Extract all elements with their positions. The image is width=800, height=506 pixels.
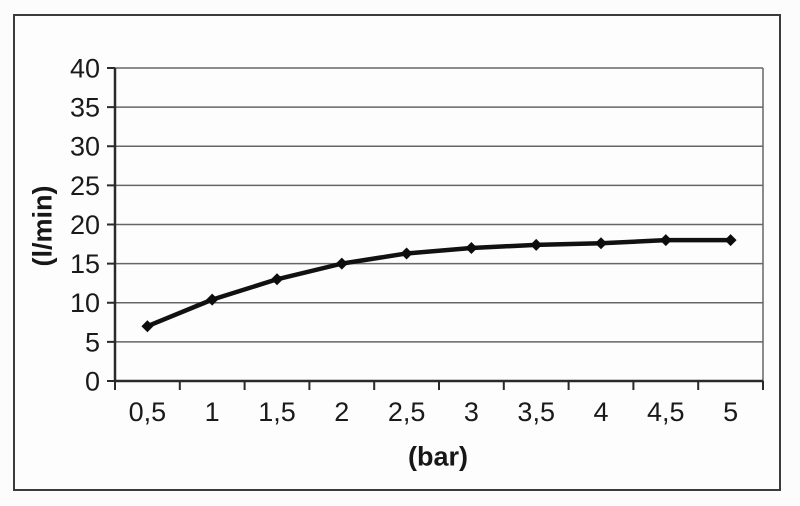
data-point-marker	[400, 247, 413, 260]
data-point-marker	[724, 234, 737, 247]
x-axis-title: (bar)	[408, 441, 468, 472]
y-tick-label: 35	[70, 93, 100, 123]
x-tick-label: 0,5	[129, 397, 167, 427]
data-point-marker	[530, 238, 543, 251]
data-point-marker	[141, 320, 154, 333]
y-tick-label: 5	[85, 327, 100, 357]
y-tick-label: 30	[70, 132, 100, 162]
y-tick-label: 20	[70, 210, 100, 240]
x-tick-label: 3	[464, 397, 479, 427]
data-point-marker	[659, 234, 672, 247]
chart-frame	[13, 14, 781, 491]
data-point-marker	[335, 257, 348, 270]
data-point-marker	[465, 241, 478, 254]
x-tick-label: 2	[334, 397, 349, 427]
y-tick-label: 0	[85, 366, 100, 396]
data-point-marker	[206, 293, 219, 306]
series-line	[145, 237, 733, 329]
data-point-marker	[595, 237, 607, 250]
x-tick-label: 1	[205, 397, 220, 427]
x-tick-label: 1,5	[258, 397, 296, 427]
y-tick-label: 25	[70, 171, 100, 201]
x-tick-label: 4,5	[647, 397, 685, 427]
y-tick-label: 15	[70, 249, 100, 279]
y-tick-label: 10	[70, 288, 100, 318]
x-tick-label: 3,5	[517, 397, 555, 427]
data-point-marker	[271, 273, 283, 286]
y-axis-title: (l/min)	[27, 185, 58, 267]
x-tick-label: 4	[593, 397, 608, 427]
x-tick-label: 2,5	[388, 397, 426, 427]
y-tick-label: 40	[70, 53, 100, 83]
x-tick-label: 5	[723, 397, 738, 427]
